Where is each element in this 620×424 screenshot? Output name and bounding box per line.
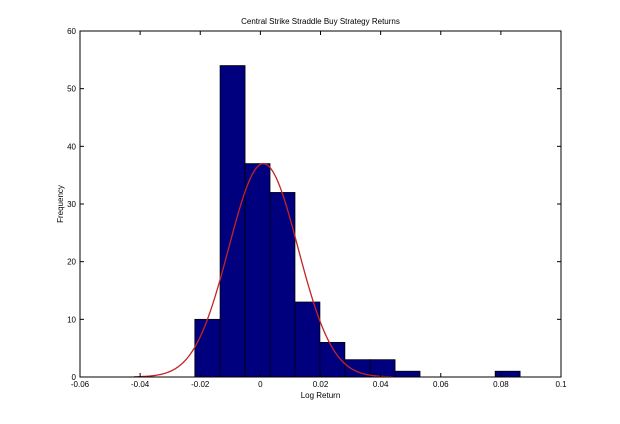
x-tick-label: 0.02 bbox=[313, 380, 329, 389]
x-tick-label: -0.02 bbox=[191, 380, 210, 389]
histogram-bar bbox=[494, 370, 521, 378]
x-tick-label: 0.08 bbox=[493, 380, 509, 389]
x-tick-label: 0.04 bbox=[373, 380, 389, 389]
x-tick-label: -0.06 bbox=[71, 380, 90, 389]
y-tick-label: 40 bbox=[67, 142, 76, 151]
y-tick-label: 0 bbox=[72, 373, 77, 382]
y-tick-label: 20 bbox=[67, 258, 76, 267]
histogram-bar bbox=[269, 192, 296, 378]
histogram-bar bbox=[294, 301, 321, 378]
plot-area bbox=[80, 31, 561, 377]
y-tick-label: 10 bbox=[67, 315, 76, 324]
histogram-bar bbox=[244, 163, 271, 378]
y-tick-label: 60 bbox=[67, 27, 76, 36]
y-tick-label: 50 bbox=[67, 85, 76, 94]
histogram-bar bbox=[369, 359, 396, 378]
normal-fit-curve bbox=[134, 162, 393, 378]
x-tick-label: 0.1 bbox=[555, 380, 567, 389]
x-tick-label: 0.06 bbox=[433, 380, 449, 389]
y-tick-label: 30 bbox=[67, 200, 76, 209]
x-tick-label: 0 bbox=[258, 380, 263, 389]
histogram-bars bbox=[194, 65, 521, 378]
histogram-bar bbox=[394, 370, 421, 378]
histogram-bar bbox=[219, 65, 246, 378]
x-axis-ticks: -0.06 -0.04 -0.02 0 0.02 0.04 0.06 0.08 0.1 bbox=[71, 31, 567, 389]
y-axis-ticks: 0 10 20 30 40 50 60 bbox=[67, 27, 561, 382]
histogram-bar bbox=[194, 318, 221, 378]
chart-title: Central Strike Straddle Buy Strategy Ret… bbox=[241, 17, 400, 26]
x-axis-label: Log Return bbox=[301, 391, 341, 400]
x-tick-label: -0.04 bbox=[131, 380, 150, 389]
y-axis-label: Frequency bbox=[56, 185, 65, 223]
